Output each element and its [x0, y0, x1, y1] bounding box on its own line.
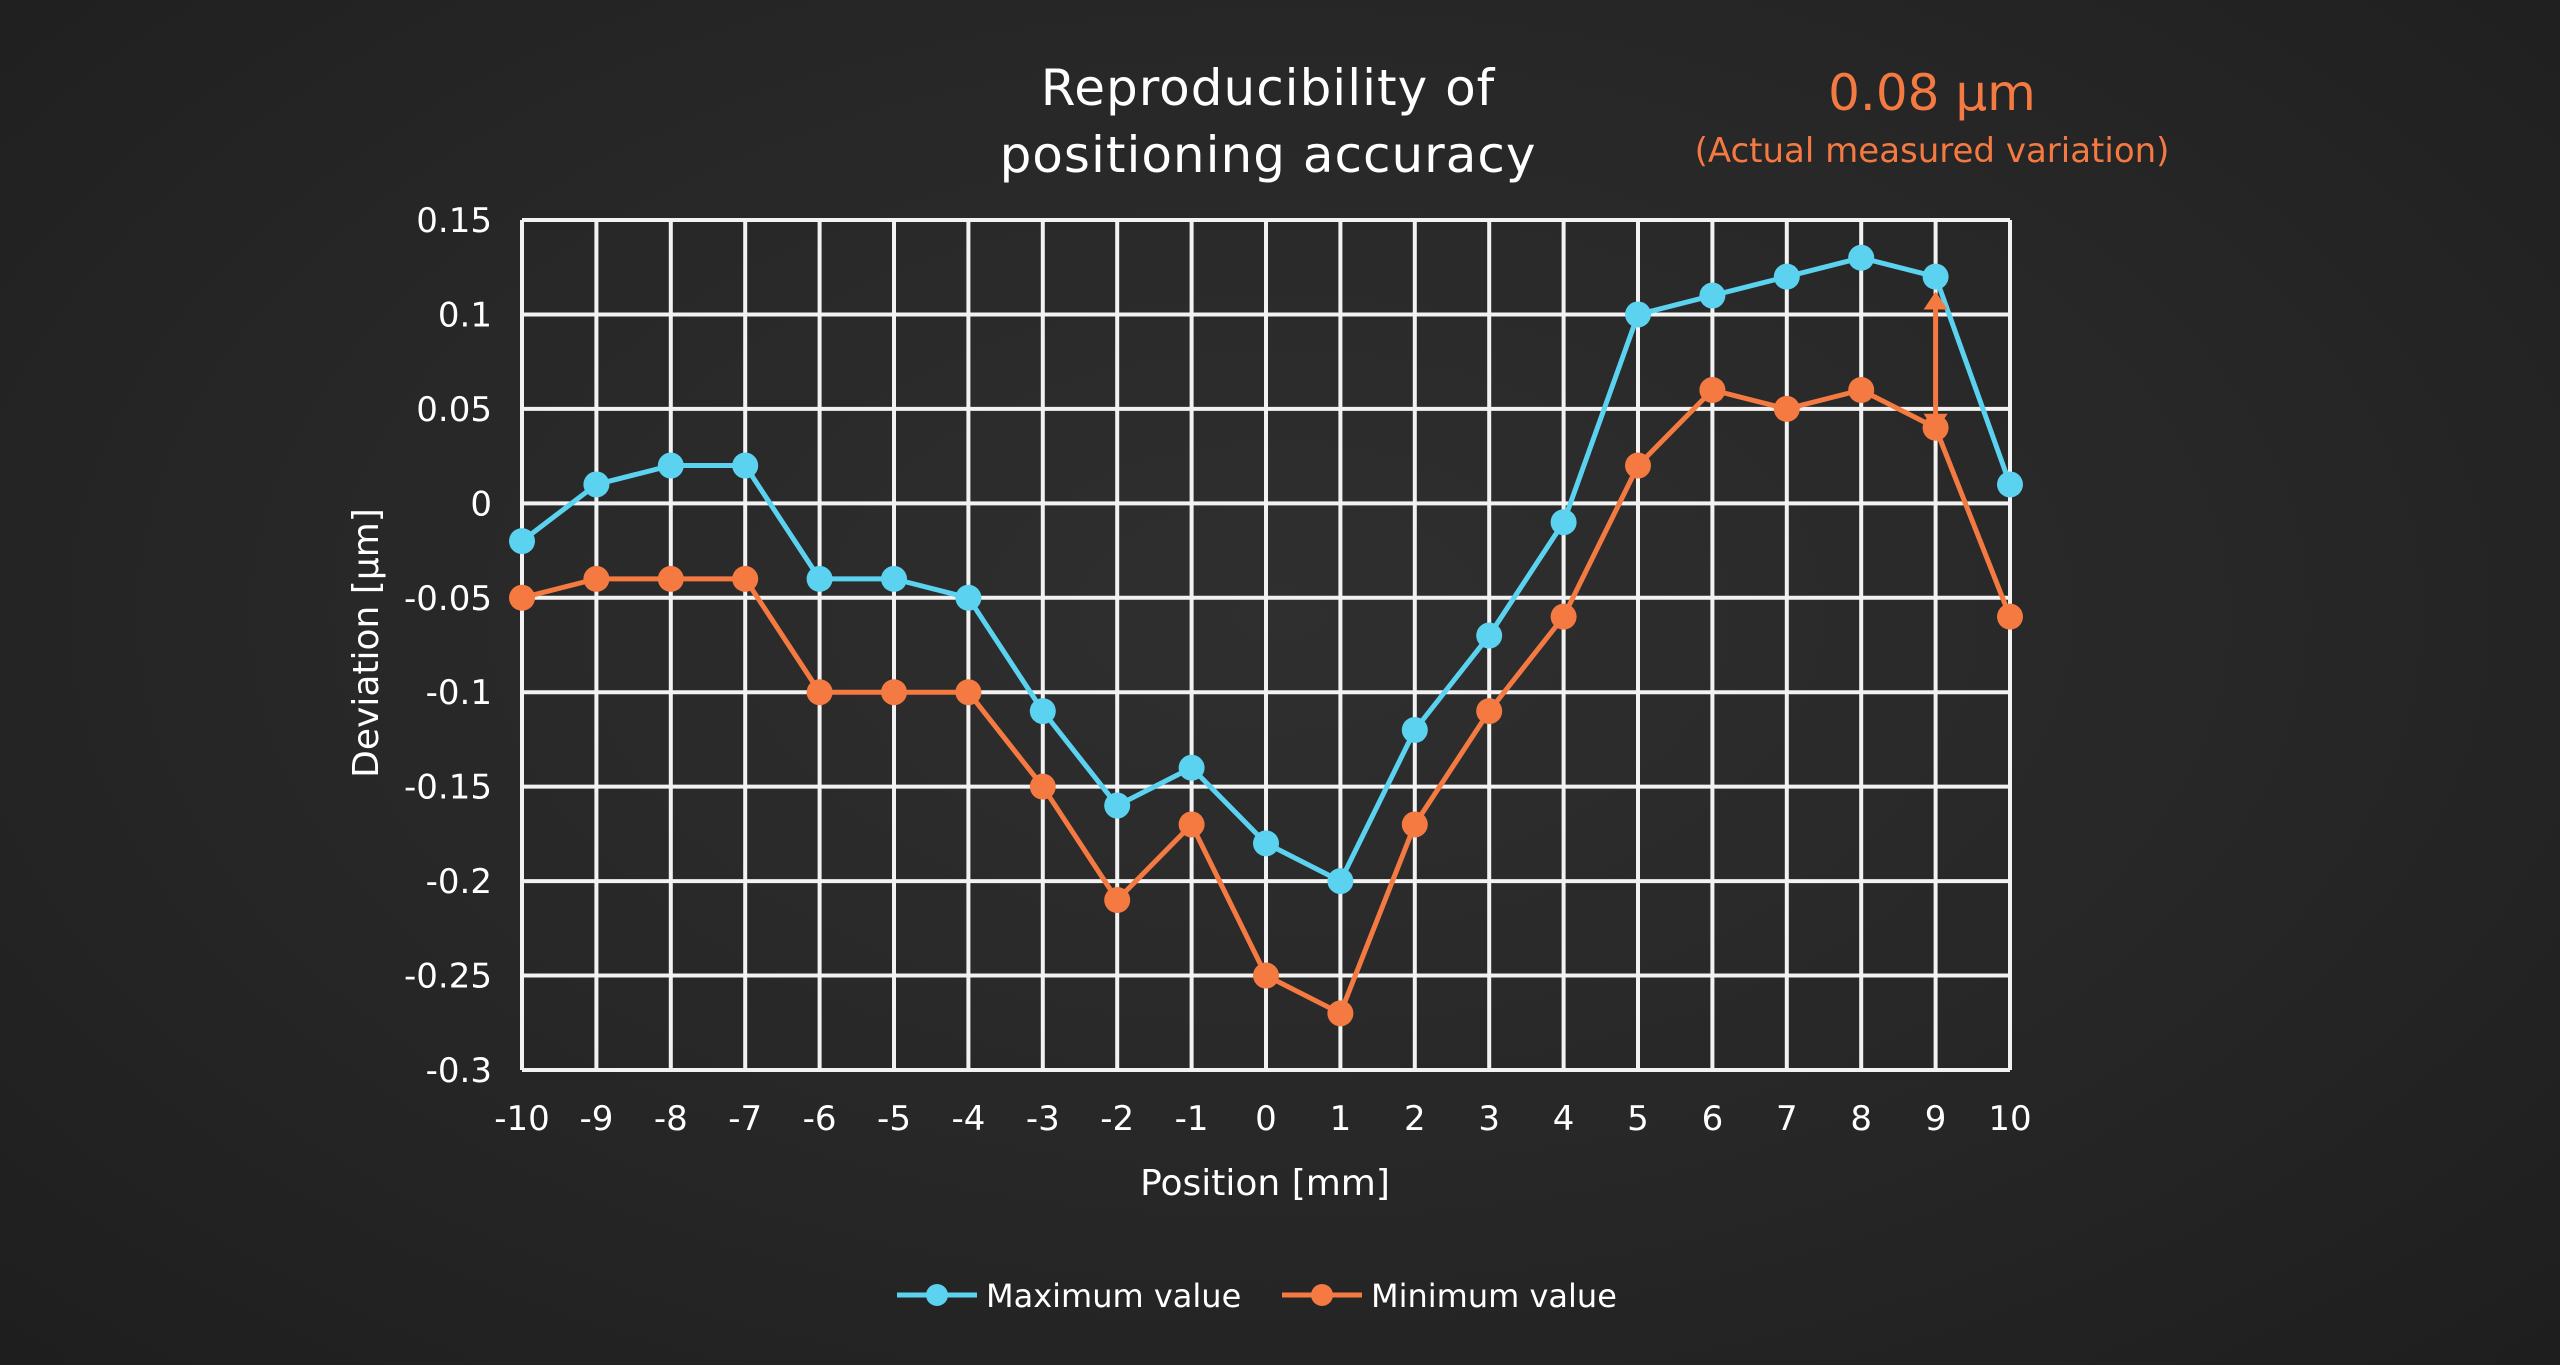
- legend-label-minimum: Minimum value: [1371, 1277, 1617, 1315]
- data-point-minimum: [1253, 962, 1279, 989]
- data-point-maximum: [1997, 471, 2023, 498]
- data-point-maximum: [1922, 263, 1949, 290]
- data-point-maximum: [1029, 698, 1056, 725]
- data-point-minimum: [881, 679, 907, 706]
- data-point-minimum: [1773, 395, 1800, 422]
- x-tick-label: 2: [1404, 1099, 1426, 1139]
- legend-label-maximum: Maximum value: [986, 1277, 1241, 1315]
- x-tick-label: -1: [1175, 1099, 1209, 1139]
- data-point-minimum: [1550, 603, 1577, 630]
- data-point-maximum: [1625, 301, 1651, 328]
- data-point-minimum: [1401, 811, 1428, 838]
- x-tick-label: 9: [1925, 1099, 1947, 1139]
- data-point-maximum: [806, 565, 833, 592]
- legend-swatch-minimum-marker: [1311, 1284, 1333, 1306]
- series-lines: [509, 244, 2023, 1027]
- annotation-arrowhead-bottom: [1923, 413, 1948, 432]
- data-point-minimum: [1699, 377, 1726, 403]
- x-tick-label: 1: [1330, 1099, 1352, 1139]
- data-point-maximum: [1104, 792, 1131, 819]
- data-point-maximum: [1327, 868, 1354, 895]
- chart-title-line1: Reproducibility of: [1041, 59, 1496, 117]
- data-point-maximum: [1699, 282, 1726, 309]
- y-tick-label: 0.1: [438, 295, 492, 335]
- x-tick-label: -4: [951, 1099, 985, 1139]
- data-point-maximum: [1178, 754, 1205, 781]
- x-tick-label: -3: [1026, 1099, 1060, 1139]
- y-tick-label: -0.1: [426, 673, 492, 713]
- annotation-label: (Actual measured variation): [1695, 131, 2170, 171]
- annotation-arrow: [1923, 291, 1948, 432]
- data-point-minimum: [583, 565, 610, 592]
- data-point-maximum: [955, 584, 982, 611]
- data-point-minimum: [1104, 887, 1131, 913]
- y-axis-label: Deviation [µm]: [346, 508, 387, 778]
- x-tick-labels: -10 -9 -8 -7 -6 -5 -4 -3 -2 -1 0 1 2 3 4 5 6 7 8 9 10: [494, 1099, 2031, 1139]
- data-point-maximum: [509, 528, 535, 555]
- annotation-value: 0.08 µm: [1828, 64, 2036, 122]
- x-axis-label: Position [mm]: [1140, 1163, 1390, 1204]
- data-point-minimum: [1327, 1000, 1354, 1027]
- y-tick-label: -0.25: [404, 957, 492, 997]
- data-point-minimum: [732, 565, 759, 592]
- y-tick-labels: 0.15 0.1 0.05 0 -0.05 -0.1 -0.15 -0.2 -0.25 -0.3: [404, 201, 492, 1091]
- data-point-minimum: [1476, 698, 1503, 725]
- y-tick-label: 0.05: [416, 390, 492, 430]
- x-tick-label: -7: [728, 1099, 762, 1139]
- data-point-maximum: [583, 471, 610, 498]
- x-tick-label: 7: [1776, 1099, 1798, 1139]
- x-tick-label: -9: [579, 1099, 613, 1139]
- x-tick-label: -8: [654, 1099, 688, 1139]
- x-tick-label: 4: [1553, 1099, 1575, 1139]
- legend: Maximum value Minimum value: [897, 1277, 1617, 1315]
- data-point-maximum: [1550, 509, 1577, 536]
- data-point-minimum: [1029, 773, 1056, 800]
- y-tick-label: -0.05: [404, 579, 492, 619]
- y-tick-label: -0.3: [426, 1051, 492, 1091]
- y-tick-label: -0.15: [404, 768, 492, 808]
- data-point-minimum: [1848, 377, 1875, 403]
- data-point-minimum: [509, 584, 535, 611]
- x-tick-label: -5: [877, 1099, 911, 1139]
- data-point-minimum: [806, 679, 833, 706]
- annotation-arrowhead-top: [1923, 291, 1948, 310]
- data-point-minimum: [1178, 811, 1205, 838]
- data-point-minimum: [1997, 603, 2023, 630]
- data-point-minimum: [657, 565, 684, 592]
- y-tick-label: 0: [470, 484, 492, 524]
- x-tick-label: 0: [1255, 1099, 1277, 1139]
- chart-title-line2: positioning accuracy: [1000, 126, 1537, 184]
- data-point-maximum: [732, 452, 759, 479]
- x-tick-label: 8: [1850, 1099, 1872, 1139]
- x-tick-label: 5: [1627, 1099, 1649, 1139]
- x-tick-label: -10: [494, 1099, 550, 1139]
- data-point-maximum: [1773, 263, 1800, 290]
- y-tick-label: 0.15: [416, 201, 492, 241]
- data-point-minimum: [955, 679, 982, 706]
- data-point-minimum: [1625, 452, 1651, 479]
- data-point-maximum: [657, 452, 684, 479]
- grid: [520, 218, 2012, 1072]
- x-tick-label: 6: [1702, 1099, 1724, 1139]
- x-tick-label: -2: [1100, 1099, 1134, 1139]
- data-point-maximum: [1476, 622, 1503, 649]
- x-tick-label: 3: [1478, 1099, 1500, 1139]
- x-tick-label: 10: [1988, 1099, 2031, 1139]
- legend-swatch-maximum-marker: [926, 1284, 948, 1306]
- data-point-maximum: [1401, 717, 1428, 743]
- data-point-maximum: [1848, 244, 1875, 271]
- x-tick-label: -6: [803, 1099, 837, 1139]
- data-point-maximum: [881, 565, 907, 592]
- data-point-maximum: [1253, 830, 1279, 857]
- y-tick-label: -0.2: [426, 862, 492, 902]
